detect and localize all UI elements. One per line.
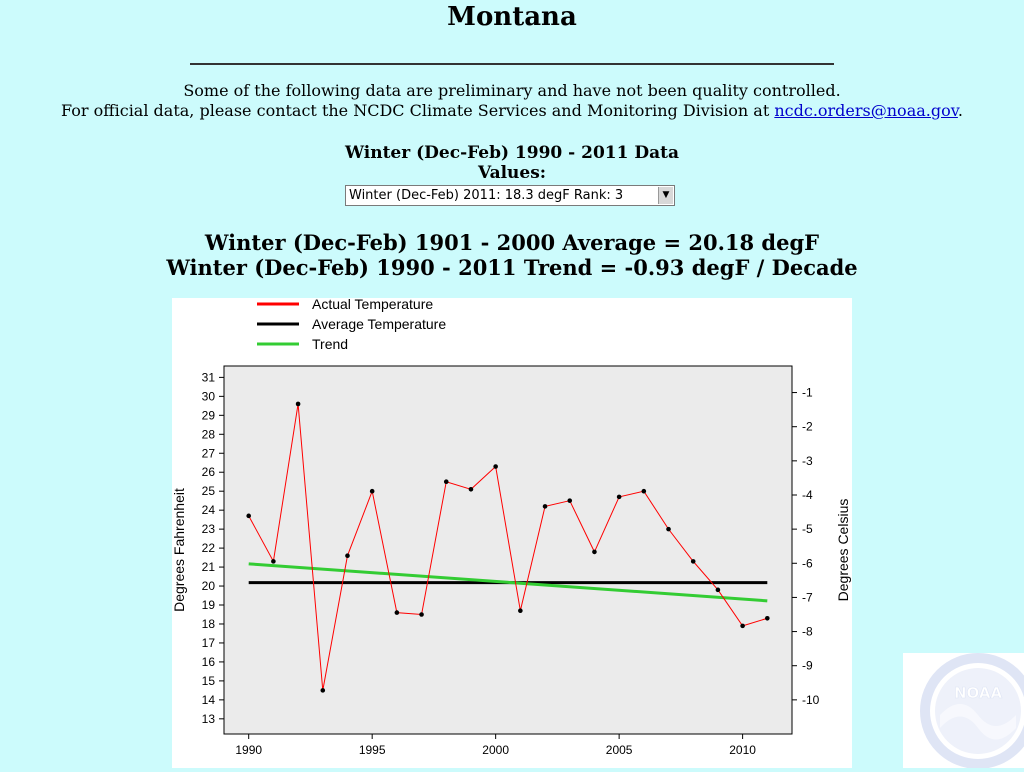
actual-temperature-line	[248, 403, 768, 691]
y-right-tick-label: -3	[802, 454, 813, 468]
y-tick-label: 25	[202, 484, 216, 498]
y-right-tick-label: -4	[802, 488, 813, 502]
data-point	[320, 688, 326, 693]
data-point	[271, 559, 276, 564]
data-point	[394, 610, 400, 615]
data-point	[715, 587, 721, 593]
data-point	[295, 401, 301, 407]
data-point	[765, 615, 770, 621]
y-right-tick-label: -8	[802, 625, 813, 639]
contact-note-text: For official data, please contact the NC…	[61, 101, 775, 120]
data-point	[690, 559, 696, 564]
y-tick-label: 28	[202, 427, 216, 441]
y-tick-label: 20	[202, 579, 216, 593]
y-tick-label: 27	[202, 446, 216, 460]
y-tick-label: 15	[202, 674, 216, 688]
trend-line	[248, 562, 768, 603]
data-point	[518, 608, 523, 614]
y-right-tick-label: -6	[802, 556, 813, 570]
y-right-tick-label: -2	[802, 420, 813, 434]
y-tick-label: 26	[202, 465, 216, 479]
noaa-logo: NOAA	[903, 653, 1024, 769]
data-heading: Winter (Dec-Feb) 1990 - 2011 Data	[344, 143, 680, 163]
y-tick-label: 16	[202, 655, 216, 669]
y-right-tick-label: -9	[802, 659, 813, 673]
email-link[interactable]: ncdc.orders@noaa.gov	[774, 101, 958, 120]
values-dropdown-value: Winter (Dec-Feb) 2011: 18.3 degF Rank: 3	[349, 188, 624, 203]
y-right-tick-label: -10	[802, 693, 820, 707]
x-tick-label: 1990	[235, 743, 262, 757]
noaa-logo-text: NOAA	[954, 684, 1003, 702]
legend-label: Trend	[312, 336, 348, 352]
contact-note: For official data, please contact the NC…	[0, 101, 1024, 120]
values-dropdown[interactable]: Winter (Dec-Feb) 2011: 18.3 degF Rank: 3…	[345, 185, 675, 206]
data-point	[542, 504, 548, 509]
y-tick-label: 14	[202, 693, 216, 707]
y-tick-label: 18	[202, 617, 216, 631]
data-point	[246, 513, 251, 519]
trend-heading: Winter (Dec-Feb) 1990 - 2011 Trend = -0.…	[166, 255, 858, 280]
noaa-logo-icon: NOAA	[920, 653, 1024, 769]
values-label: Values:	[477, 163, 547, 183]
x-tick-label: 2000	[482, 743, 509, 757]
average-heading: Winter (Dec-Feb) 1901 - 2000 Average = 2…	[204, 230, 820, 255]
data-point	[567, 498, 573, 503]
temperature-chart: 13 14 15 16 17 18 19 20 21 22 23 24 25 26 27 28 29 30 31 -1…	[172, 298, 851, 757]
y-axis-label: Degrees Fahrenheit	[172, 488, 187, 612]
divider	[190, 63, 834, 65]
data-point	[641, 488, 647, 494]
page-title: Montana	[447, 2, 577, 32]
y-tick-label: 21	[202, 560, 216, 574]
y-right-tick-label: -1	[802, 386, 813, 400]
legend-label: Actual Temperature	[312, 298, 433, 312]
x-tick-label: 2005	[606, 743, 633, 757]
x-tick-label: 1995	[359, 743, 386, 757]
y-tick-label: 13	[202, 712, 216, 726]
y-tick-label: 19	[202, 598, 216, 612]
preliminary-note: Some of the following data are prelimina…	[183, 81, 841, 100]
legend-label: Average Temperature	[312, 316, 446, 332]
data-point	[493, 464, 498, 469]
y-tick-label: 30	[202, 389, 216, 403]
y-tick-label: 23	[202, 522, 216, 536]
y-right-axis-label: Degrees Celsius	[835, 499, 851, 602]
data-point	[616, 494, 622, 500]
y-tick-label: 22	[202, 541, 216, 555]
data-point	[666, 526, 671, 532]
contact-note-period: .	[957, 101, 963, 120]
y-right-tick-label: -5	[802, 522, 813, 536]
chart-container: 13 14 15 16 17 18 19 20 21 22 23 24 25 26 27 28 29 30 31 -1…	[172, 298, 852, 768]
data-point	[592, 549, 597, 555]
data-point	[740, 623, 745, 629]
y-tick-label: 24	[202, 503, 216, 517]
chevron-down-icon[interactable]: ▼	[658, 187, 673, 204]
data-point	[468, 486, 474, 492]
y-tick-label: 29	[202, 408, 216, 422]
data-point	[369, 488, 375, 494]
data-point	[419, 612, 424, 617]
x-tick-label: 2010	[729, 743, 756, 757]
data-point	[345, 553, 350, 558]
data-point	[443, 479, 449, 485]
plot-area	[223, 365, 793, 735]
y-right-tick-label: -7	[802, 590, 813, 604]
y-tick-label: 31	[202, 370, 216, 384]
y-tick-label: 17	[202, 636, 216, 650]
